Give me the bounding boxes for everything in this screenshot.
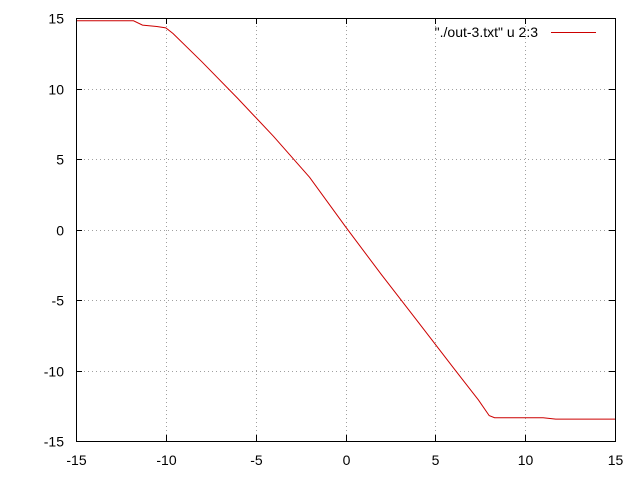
- x-tick-label: 5: [432, 452, 440, 468]
- series-line: [76, 20, 615, 420]
- y-tick-label: -15: [44, 434, 64, 450]
- grid-lines: [76, 18, 615, 441]
- data-series: [76, 20, 615, 420]
- y-tick-label: 5: [56, 152, 64, 168]
- tick-labels: -15 -10 -5 0 5 10 15 -15 -10 -5 0 5 10 15: [44, 11, 624, 469]
- legend: "./out-3.txt" u 2:3: [435, 24, 596, 40]
- y-tick-label: 15: [48, 11, 64, 27]
- plot-frame: [76, 18, 616, 442]
- x-tick-label: 10: [518, 452, 534, 468]
- legend-label: "./out-3.txt" u 2:3: [435, 24, 539, 40]
- y-tick-label: 10: [48, 82, 64, 98]
- x-tick-label: 15: [608, 452, 624, 468]
- y-tick-label: 0: [56, 223, 64, 239]
- x-tick-label: -10: [156, 452, 176, 468]
- x-tick-label: 0: [343, 452, 351, 468]
- y-tick-label: -10: [44, 364, 64, 380]
- x-tick-label: -15: [66, 452, 86, 468]
- y-tick-label: -5: [52, 293, 65, 309]
- x-tick-label: -5: [250, 452, 263, 468]
